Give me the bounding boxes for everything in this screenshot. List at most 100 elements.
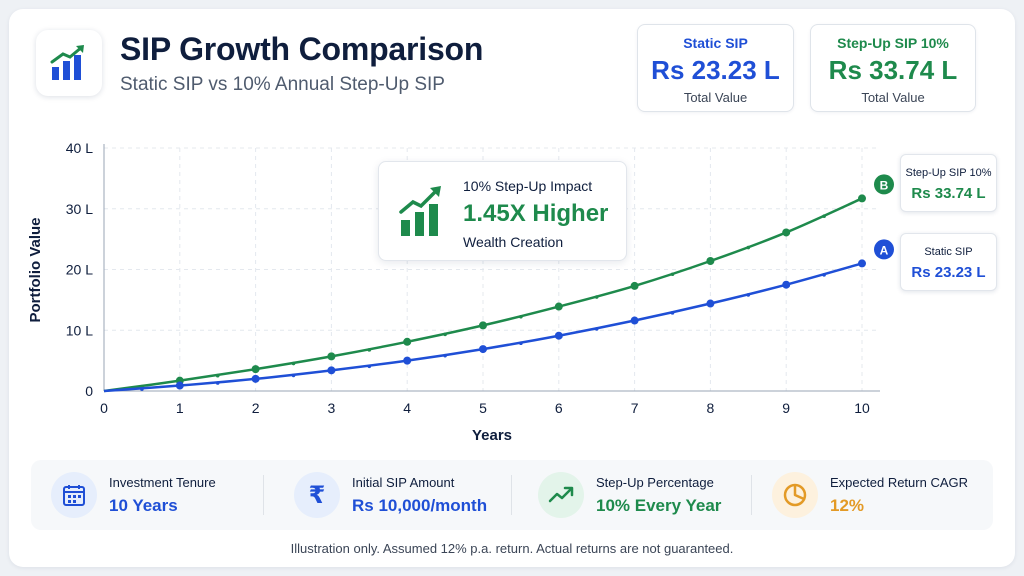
series-minor-point-static — [215, 381, 220, 385]
disclaimer: Illustration only. Assumed 12% p.a. retu… — [290, 541, 734, 556]
kpi-label: Static SIP — [683, 35, 748, 51]
series-marker-label: B — [880, 178, 889, 192]
kpi-value: Rs 33.74 L — [828, 55, 958, 85]
stat-icon-circle — [51, 472, 97, 518]
y-tick-label: 0 — [85, 383, 93, 399]
series-minor-point-static — [746, 293, 751, 297]
series-minor-point-static — [594, 327, 599, 331]
chart-axes — [103, 144, 880, 392]
series-marker-a — [874, 239, 894, 260]
stat-label: Initial SIP Amount — [352, 474, 455, 490]
kpi-stepup-sip: Step-Up SIP 10% Rs 33.74 L Total Value — [810, 24, 976, 112]
stats-divider — [751, 475, 752, 515]
stats-divider — [511, 475, 512, 515]
kpi-value: Rs 23.23 L — [651, 55, 780, 85]
kpi-sub: Total Value — [683, 90, 748, 105]
series-minor-point-stepup — [291, 361, 296, 366]
series-minor-point-stepup — [746, 245, 751, 250]
impact-value: 1.45X Higher — [463, 200, 609, 227]
stat-value: 12% — [830, 495, 865, 515]
series-minor-point-stepup — [215, 373, 220, 378]
stat-cagr: Expected Return CAGR 12% — [772, 460, 968, 530]
growth-chart-icon — [50, 45, 84, 80]
stat-value: 10% Every Year — [596, 495, 722, 515]
series-minor-point-stepup — [670, 272, 675, 277]
stat-initial-sip: ₹ Initial SIP Amount Rs 10,000/month — [294, 460, 487, 530]
series-point-static — [479, 345, 487, 354]
callout-label: Step-Up SIP 10% — [905, 167, 992, 179]
callout-value: Rs 23.23 L — [911, 264, 986, 281]
series-minor-point-static — [443, 353, 447, 358]
series-point-stepup — [403, 337, 412, 346]
x-tick-label: 4 — [403, 400, 411, 416]
series-minor-point-static — [367, 364, 372, 369]
series-point-static — [706, 299, 715, 308]
series-point-static — [630, 316, 639, 325]
rupee-icon: ₹ — [308, 481, 326, 509]
series-marker-label: A — [880, 243, 889, 257]
impact-box: 10% Step-Up Impact 1.45X Higher Wealth C… — [378, 161, 627, 261]
series-minor-point-static — [291, 373, 296, 378]
y-axis-label: Portfolio Value — [27, 217, 44, 322]
x-tick-label: 8 — [707, 400, 715, 416]
series-marker-b — [874, 174, 894, 195]
series-minor-point-static — [822, 273, 826, 277]
stat-icon-circle — [772, 472, 818, 518]
y-tick-label: 10 L — [66, 322, 93, 338]
x-tick-label: 0 — [100, 400, 108, 416]
x-tick-label: 2 — [252, 400, 260, 416]
stats-bar: Investment Tenure 10 Years ₹ Initial SIP… — [31, 460, 993, 530]
stat-label: Step-Up Percentage — [596, 474, 714, 490]
page-subtitle: Static SIP vs 10% Annual Step-Up SIP — [120, 74, 445, 95]
line-chart: 0 10 L 20 L 30 L 40 L 0 1 2 3 4 5 6 7 8 9 10 Years Portfo… — [27, 140, 894, 444]
series-point-static — [858, 259, 866, 268]
kpi-label: Step-Up SIP 10% — [837, 35, 949, 51]
y-tick-label: 20 L — [66, 262, 93, 278]
x-axis-label: Years — [472, 427, 512, 444]
series-point-static — [403, 356, 412, 365]
app-logo — [36, 30, 102, 96]
trend-up-icon — [548, 486, 574, 503]
kpi-sub: Total Value — [861, 90, 925, 105]
kpi-static-sip: Static SIP Rs 23.23 L Total Value — [637, 24, 794, 112]
callout-label: Static SIP — [924, 246, 973, 258]
stat-icon-circle: ₹ — [294, 472, 340, 518]
y-tick-label: 40 L — [66, 140, 93, 156]
stat-value: 10 Years — [109, 495, 178, 515]
series-point-stepup — [554, 302, 563, 311]
x-tick-label: 6 — [555, 400, 563, 416]
pie-chart-icon — [783, 483, 807, 507]
series-point-stepup — [706, 256, 715, 265]
callout-static: Static SIP Rs 23.23 L — [900, 233, 997, 291]
series-point-stepup — [479, 321, 487, 330]
series-point-static — [327, 366, 336, 375]
series-minor-point-stepup — [519, 314, 523, 319]
series-point-stepup — [251, 365, 260, 374]
growth-bars-icon — [399, 186, 441, 236]
stat-label: Expected Return CAGR — [830, 474, 969, 490]
series-minor-point-stepup — [443, 332, 447, 337]
series-point-static — [554, 331, 563, 340]
y-tick-label: 30 L — [66, 201, 93, 217]
stat-value: Rs 10,000/month — [352, 495, 488, 515]
x-tick-label: 3 — [328, 400, 336, 416]
series-point-stepup — [327, 352, 336, 361]
calendar-icon — [63, 485, 85, 506]
stat-stepup: Step-Up Percentage 10% Every Year — [538, 460, 721, 530]
series-minor-point-static — [140, 387, 144, 391]
x-tick-label: 9 — [782, 400, 790, 416]
stats-divider — [263, 475, 264, 515]
x-tick-label: 10 — [854, 400, 870, 416]
chart-labels: 0 10 L 20 L 30 L 40 L 0 1 2 3 4 5 6 7 8 9 10 Years Portfo… — [27, 140, 894, 444]
x-tick-label: 1 — [176, 400, 184, 416]
x-tick-label: 7 — [631, 400, 639, 416]
series-point-static — [175, 381, 184, 390]
stat-label: Investment Tenure — [109, 474, 216, 490]
series-point-stepup — [630, 281, 639, 290]
series-point-static — [782, 280, 791, 289]
series-point-stepup — [782, 228, 791, 237]
stat-tenure: Investment Tenure 10 Years — [51, 460, 216, 530]
series-point-stepup — [858, 194, 866, 203]
chart-series — [103, 194, 866, 393]
series-point-static — [251, 374, 260, 383]
